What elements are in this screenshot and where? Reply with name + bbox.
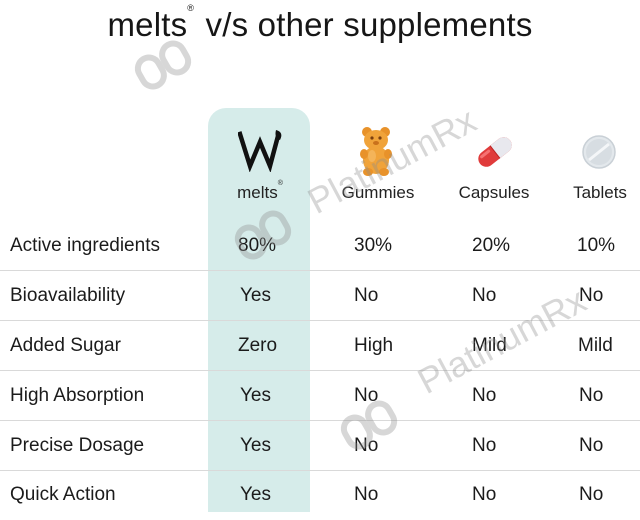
cell-tablets: No: [579, 435, 604, 456]
cell-melts: Yes: [240, 484, 271, 505]
title-registered-mark: ®: [187, 3, 195, 13]
row-divider: [0, 420, 640, 421]
page-title: melts® v/s other supplements: [0, 3, 640, 44]
row-label: Bioavailability: [10, 285, 126, 306]
cell-tablets: No: [579, 385, 604, 406]
table-row: Precise Dosage Yes No No No: [0, 421, 640, 471]
column-header-tablets: Tablets: [573, 183, 627, 202]
cell-capsules: No: [472, 435, 497, 456]
column-header-melts: melts®: [222, 180, 298, 203]
cell-gummies: No: [354, 435, 379, 456]
table-row: Quick Action Yes No No No: [0, 470, 640, 520]
cell-tablets: Mild: [578, 335, 613, 356]
melts-logo-icon: [238, 130, 282, 172]
cell-melts: Yes: [240, 285, 271, 306]
cell-melts: Yes: [240, 385, 271, 406]
gummy-bear-icon: [360, 127, 392, 176]
cell-melts: Zero: [238, 335, 278, 356]
cell-gummies: 30%: [354, 235, 393, 256]
row-divider: [0, 270, 640, 271]
cell-gummies: No: [354, 385, 379, 406]
capsule-icon: [478, 137, 512, 167]
melts-column-highlight: [208, 108, 310, 512]
column-header-capsules: Capsules: [458, 183, 530, 202]
cell-capsules: No: [472, 385, 497, 406]
cell-gummies: High: [354, 335, 394, 356]
cell-melts: Yes: [240, 435, 271, 456]
row-label: High Absorption: [10, 385, 145, 406]
title-brand: melts: [107, 6, 188, 43]
row-divider: [0, 470, 640, 471]
cell-capsules: No: [472, 285, 497, 306]
column-header-gummies: Gummies: [341, 183, 415, 202]
cell-gummies: No: [354, 285, 379, 306]
cell-capsules: No: [472, 484, 497, 505]
column-registered-mark: ®: [277, 180, 283, 188]
row-label: Precise Dosage: [10, 435, 145, 456]
row-divider: [0, 320, 640, 321]
table-row: High Absorption Yes No No No: [0, 371, 640, 421]
cell-tablets: No: [579, 285, 604, 306]
row-divider: [0, 370, 640, 371]
cell-capsules: 20%: [472, 235, 511, 256]
title-rest: v/s other supplements: [205, 6, 533, 43]
row-label: Active ingredients: [10, 235, 160, 256]
column-label-melts: melts: [237, 183, 278, 202]
cell-capsules: Mild: [472, 335, 507, 356]
cell-tablets: 10%: [577, 235, 616, 256]
table-row: Bioavailability Yes No No No: [0, 271, 640, 321]
table-row: Added Sugar Zero High Mild Mild: [0, 321, 640, 371]
cell-tablets: No: [579, 484, 604, 505]
cell-gummies: No: [354, 484, 379, 505]
row-label: Quick Action: [10, 484, 116, 505]
tablet-icon: [582, 135, 616, 169]
row-label: Added Sugar: [10, 335, 121, 356]
table-row: Active ingredients 80% 30% 20% 10%: [0, 221, 640, 271]
cell-melts: 80%: [238, 235, 277, 256]
